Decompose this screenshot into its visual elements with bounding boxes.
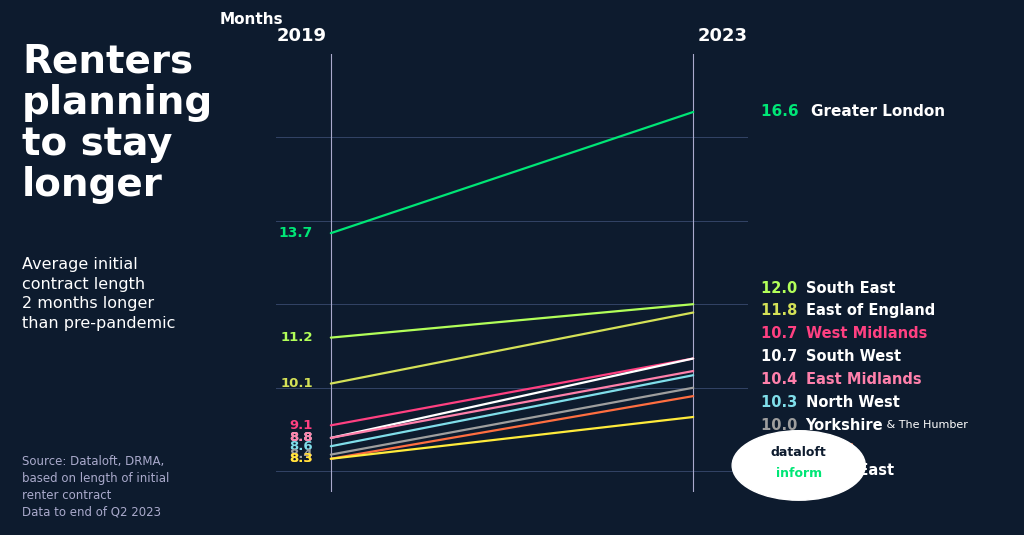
Text: East of England: East of England [806,303,935,318]
Text: 8.8: 8.8 [289,431,312,445]
Text: Source: Dataloft, DRMA,
based on length of initial
renter contract
Data to end o: Source: Dataloft, DRMA, based on length … [23,455,170,519]
Text: West Midlands: West Midlands [806,326,927,341]
Text: South West: South West [806,349,901,364]
Text: 10.4: 10.4 [761,372,803,387]
Text: Average initial
contract length
2 months longer
than pre-pandemic: Average initial contract length 2 months… [23,257,175,331]
Text: inform: inform [775,467,822,480]
Text: Greater London: Greater London [811,104,945,119]
Text: 2019: 2019 [276,27,327,45]
Text: 10.7: 10.7 [761,349,803,364]
Text: & The Humber: & The Humber [883,420,968,430]
Text: Months: Months [220,12,284,27]
Text: 8.8: 8.8 [289,431,312,445]
Text: 11.2: 11.2 [281,331,312,344]
Text: North West: North West [806,395,899,410]
Text: 9.1: 9.1 [290,419,312,432]
Text: 9.8: 9.8 [761,440,793,455]
Text: 13.7: 13.7 [279,226,312,240]
Text: dataloft: dataloft [771,446,826,458]
Text: 16.6: 16.6 [761,104,804,119]
Text: 10.0: 10.0 [761,418,803,433]
Text: 8.3: 8.3 [289,452,312,465]
Text: North East: North East [806,463,894,478]
Text: 8.6: 8.6 [289,440,312,453]
Text: 10.3: 10.3 [761,395,803,410]
Text: Yorkshire: Yorkshire [806,418,884,433]
Text: 10.7: 10.7 [761,326,803,341]
Text: East Midlands: East Midlands [806,372,922,387]
Text: Wales: Wales [806,440,855,455]
Text: 10.1: 10.1 [281,377,312,390]
Text: 9.3: 9.3 [761,463,793,478]
Text: 12.0: 12.0 [761,281,803,296]
Text: 2023: 2023 [697,27,748,45]
Text: Renters
planning
to stay
longer: Renters planning to stay longer [23,43,213,204]
Text: 8.3: 8.3 [289,452,312,465]
Text: 11.8: 11.8 [761,303,803,318]
Text: 8.4: 8.4 [289,448,312,461]
Text: South East: South East [806,281,895,296]
